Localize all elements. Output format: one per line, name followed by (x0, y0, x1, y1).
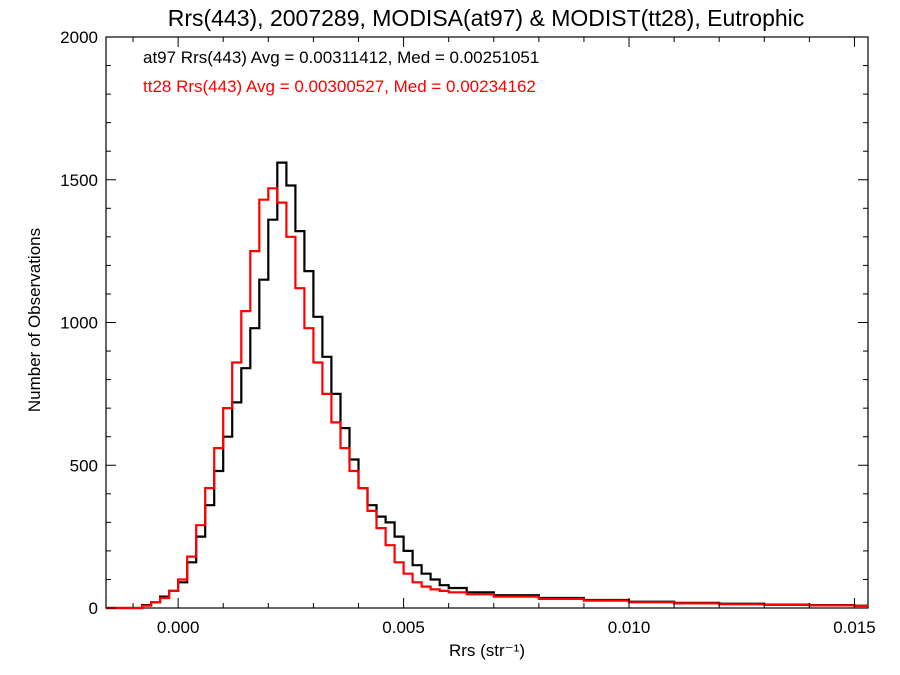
annotation-at97: at97 Rrs(443) Avg = 0.00311412, Med = 0.… (143, 48, 539, 67)
y-tick-label: 1000 (60, 314, 98, 333)
x-axis-label: Rrs (str⁻¹) (449, 641, 525, 660)
plot-frame (105, 36, 869, 609)
y-tick-label: 1500 (60, 171, 98, 190)
series-line-at97 (106, 161, 868, 610)
y-tick-label: 0 (89, 599, 98, 618)
y-axis-label: Number of Observations (25, 228, 44, 412)
y-tick-label: 2000 (60, 28, 98, 47)
x-tick-label: 0.000 (157, 618, 200, 637)
y-tick-label: 500 (70, 456, 98, 475)
axis-layer: 0.000 0.005 0.010 0.015 0 500 1000 1500 2000 (60, 28, 876, 637)
chart-title: Rrs(443), 2007289, MODISA(at97) & MODIST… (168, 5, 805, 31)
series-layer (106, 161, 868, 610)
series-line-tt28 (106, 187, 868, 610)
annotation-tt28: tt28 Rrs(443) Avg = 0.00300527, Med = 0.… (143, 77, 536, 96)
x-tick-label: 0.015 (833, 618, 876, 637)
x-tick-label: 0.005 (382, 618, 425, 637)
x-tick-label: 0.010 (608, 618, 651, 637)
